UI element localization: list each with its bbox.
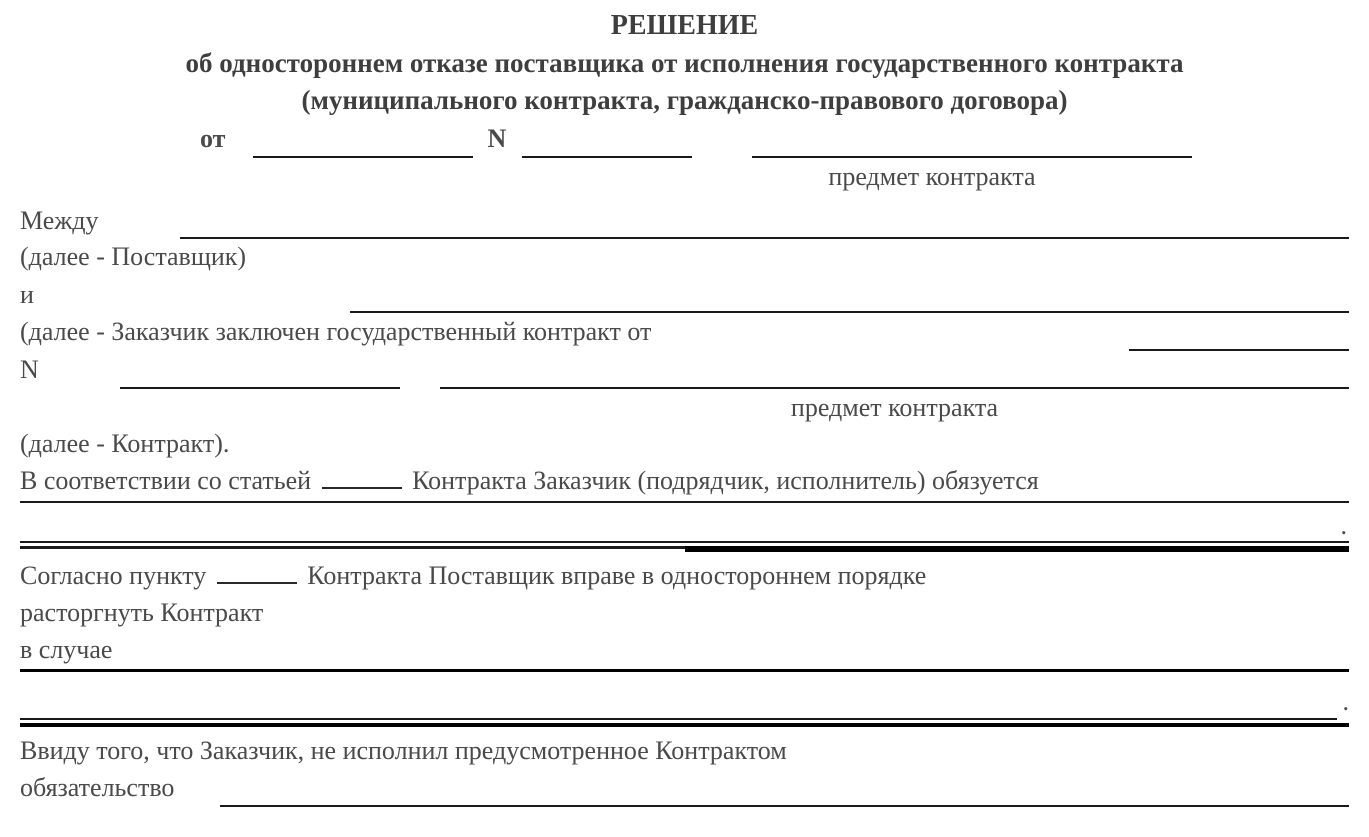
contract-subject-caption: предмет контракта — [440, 389, 1349, 427]
subject-blank[interactable] — [752, 132, 1192, 158]
obligation-period: . — [20, 511, 1349, 541]
contract-date-blank[interactable] — [1129, 325, 1349, 351]
n-label: N — [487, 120, 514, 158]
due-to-line: Ввиду того, что Заказчик, не исполнил пр… — [20, 733, 1349, 769]
in-case-row: в случае — [20, 631, 1349, 672]
subject-caption: предмет контракта — [712, 158, 1152, 196]
subject-caption-row: предмет контракта — [20, 158, 1349, 196]
customer-clause-prefix: (далее - Заказчик заключен государственн… — [20, 313, 659, 351]
obligation-row: обязательство — [20, 769, 1349, 807]
contract-n-label: N — [20, 351, 120, 389]
contract-subject-blank[interactable] — [440, 363, 1349, 389]
document-title: РЕШЕНИЕ — [20, 10, 1349, 42]
date-blank[interactable] — [253, 132, 473, 158]
obligation-label: обязательство — [20, 769, 220, 807]
from-label: от — [200, 120, 233, 158]
between-label: Между — [20, 202, 180, 240]
customer-clause-row: (далее - Заказчик заключен государственн… — [20, 313, 1349, 351]
header-reference-row: от N — [20, 120, 1349, 158]
in-case-blank[interactable] — [180, 643, 1349, 669]
article-number-blank[interactable] — [322, 467, 402, 489]
accordance-line: В соответствии со статьей Контракта Зака… — [20, 463, 1349, 503]
case-blank-row: . — [20, 684, 1349, 727]
and-label: и — [20, 276, 350, 314]
obligation-blank-row: . — [20, 511, 1349, 552]
customer-name-blank[interactable] — [350, 287, 1349, 313]
document-root: РЕШЕНИЕ об одностороннем отказе поставщи… — [20, 10, 1349, 807]
contract-subject-caption-row: предмет контракта — [20, 389, 1349, 427]
contract-clause: (далее - Контракт). — [20, 426, 1349, 462]
obligation-name-blank[interactable] — [220, 781, 1349, 807]
and-row: и — [20, 276, 1349, 314]
contract-n-row: N — [20, 351, 1349, 389]
accordance-prefix: В соответствии со статьей — [20, 466, 318, 495]
number-blank[interactable] — [522, 132, 692, 158]
document-subtitle-line1: об одностороннем отказе поставщика от ис… — [20, 46, 1349, 81]
clause2-line1: Согласно пункту Контракта Поставщик впра… — [20, 558, 1349, 594]
accordance-suffix: Контракта Заказчик (подрядчик, исполните… — [406, 466, 1039, 495]
supplier-name-blank[interactable] — [180, 213, 1349, 239]
in-case-label: в случае — [20, 631, 180, 669]
clause2-mid: Контракта Поставщик вправе в односторонн… — [301, 561, 926, 590]
case-period: . — [1337, 684, 1350, 720]
clause2-line2: расторгнуть Контракт — [20, 595, 1349, 631]
supplier-clause: (далее - Поставщик) — [20, 239, 1349, 275]
contract-number-blank[interactable] — [120, 363, 400, 389]
document-subtitle-line2: (муниципального контракта, гражданско-пр… — [20, 83, 1349, 118]
clause2-prefix: Согласно пункту — [20, 561, 213, 590]
case-continuation-blank[interactable] — [20, 694, 1337, 720]
clause-number-blank[interactable] — [217, 562, 297, 584]
between-row: Между — [20, 202, 1349, 240]
